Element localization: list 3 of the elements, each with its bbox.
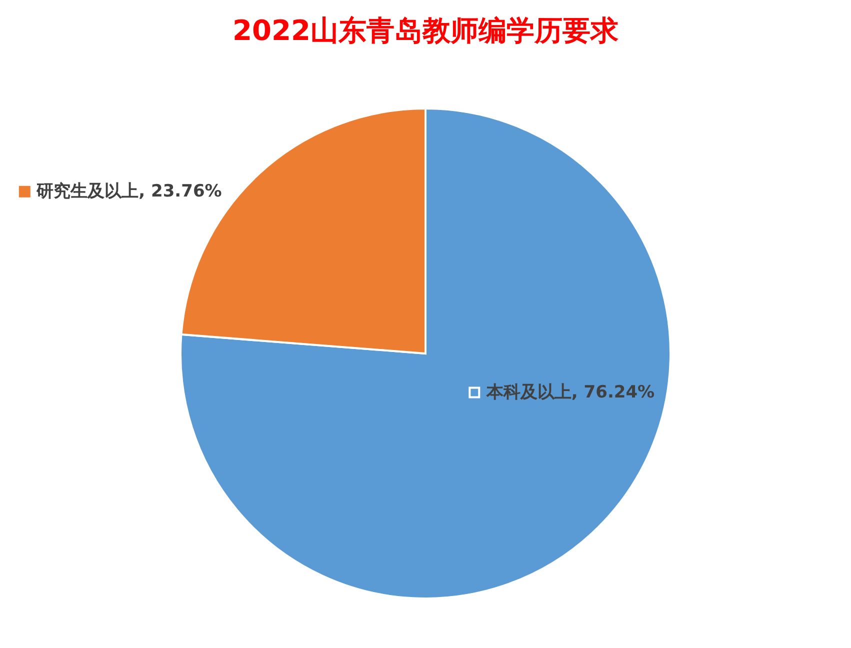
chart-title: 2022山东青岛教师编学历要求: [232, 14, 618, 47]
legend-label: 研究生及以上, 23.76%: [36, 182, 222, 202]
legend-label: 本科及以上, 76.24%: [485, 382, 655, 402]
